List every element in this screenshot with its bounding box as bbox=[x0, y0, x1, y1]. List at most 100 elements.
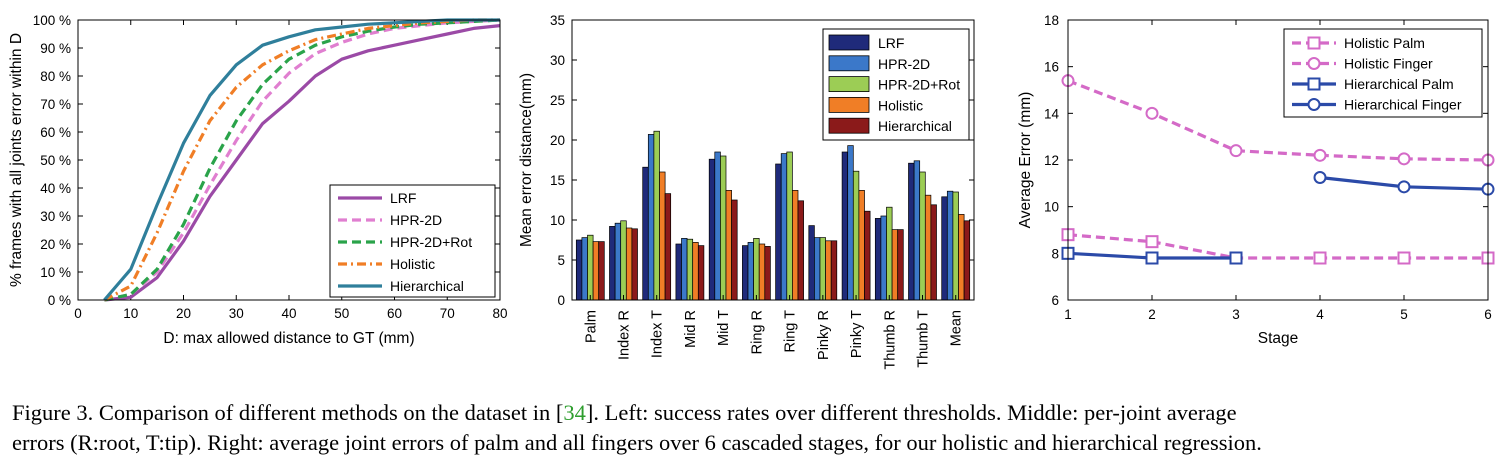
caption-reference-link[interactable]: 34 bbox=[563, 400, 586, 425]
bar-Hierarchical bbox=[897, 229, 904, 301]
y-tick-label: 70 % bbox=[40, 97, 71, 112]
marker-Hierarchical Finger bbox=[1397, 180, 1411, 194]
legend-label: Holistic bbox=[878, 97, 923, 113]
x-tick-label: Ring T bbox=[783, 310, 799, 353]
bar-HPR-2D bbox=[847, 145, 854, 301]
series-line-LRF bbox=[104, 24, 501, 302]
bar-LRF bbox=[742, 245, 749, 301]
y-tick-label: 10 bbox=[550, 213, 565, 228]
x-tick-label: 10 bbox=[123, 306, 138, 321]
bar-Hierarchical bbox=[797, 200, 804, 301]
legend-label: Hierarchical Finger bbox=[1344, 97, 1462, 113]
bar-HPR-2D+Rot bbox=[852, 170, 860, 301]
bar-HPR-2D+Rot bbox=[952, 191, 959, 301]
bar-HPR-2D+Rot bbox=[886, 206, 893, 301]
y-tick-label: 20 bbox=[550, 133, 565, 148]
x-tick-label: 30 bbox=[229, 306, 244, 321]
bar-HPR-2D+Rot bbox=[786, 151, 793, 301]
legend-label: HPR-2D bbox=[878, 56, 930, 72]
bar-LRF bbox=[642, 166, 649, 301]
marker-Holistic Palm bbox=[1145, 235, 1159, 249]
y-tick-label: 60 % bbox=[40, 125, 71, 140]
bar-HPR-2D bbox=[880, 215, 887, 301]
series-line-Holistic Finger bbox=[1067, 79, 1489, 162]
caption-text-2: ]. Left: success rates over different th… bbox=[585, 400, 1237, 425]
legend-marker-Holistic Palm bbox=[1307, 36, 1321, 50]
x-tick-label: Mid R bbox=[683, 310, 699, 348]
x-tick-label: 3 bbox=[1232, 307, 1240, 322]
bar-Hierarchical bbox=[664, 193, 672, 301]
bar-Holistic bbox=[758, 243, 766, 301]
x-tick-label: 2 bbox=[1148, 307, 1156, 322]
legend-label: HPR-2D+Rot bbox=[390, 234, 472, 250]
y-tick-label: 10 bbox=[1044, 200, 1059, 215]
legend-label: Hierarchical bbox=[878, 118, 952, 134]
x-tick-label: 70 bbox=[440, 306, 455, 321]
bar-HPR-2D bbox=[913, 160, 921, 301]
x-tick-label: Index R bbox=[616, 310, 632, 360]
bar-HPR-2D bbox=[780, 153, 788, 301]
bar-HPR-2D+Rot bbox=[653, 130, 660, 301]
y-tick-label: 35 bbox=[550, 13, 565, 28]
y-tick-label: 30 % bbox=[40, 209, 71, 224]
marker-Holistic Palm bbox=[1397, 251, 1411, 265]
legend-label: HPR-2D bbox=[390, 212, 442, 228]
y-tick-label: 100 % bbox=[33, 13, 71, 28]
bar-HPR-2D bbox=[681, 238, 688, 301]
y-tick-label: 15 bbox=[550, 173, 565, 188]
y-tick-label: 16 bbox=[1044, 60, 1059, 75]
y-tick-label: 8 bbox=[1051, 246, 1059, 261]
x-tick-label: Palm bbox=[583, 310, 599, 343]
legend-label: LRF bbox=[390, 190, 416, 206]
figure-caption: Figure 3. Comparison of different method… bbox=[12, 398, 1494, 458]
y-tick-label: 12 bbox=[1044, 153, 1059, 168]
y-tick-label: 18 bbox=[1044, 13, 1059, 28]
y-tick-label: 50 % bbox=[40, 153, 71, 168]
bar-LRF bbox=[941, 196, 948, 301]
legend-swatch-HPR-2D+Rot bbox=[828, 76, 870, 92]
bar-HPR-2D+Rot bbox=[686, 238, 694, 301]
x-tick-label: Mean bbox=[949, 310, 965, 346]
bar-HPR-2D+Rot bbox=[587, 234, 594, 301]
marker-Hierarchical Palm bbox=[1145, 251, 1159, 265]
marker-Hierarchical Palm bbox=[1229, 251, 1243, 265]
bar-LRF bbox=[874, 218, 882, 301]
caption-text-4: errors (R:root, T:tip). Right: average j… bbox=[12, 430, 1262, 455]
y-tick-label: 5 bbox=[557, 253, 565, 268]
x-axis-label: D: max allowed distance to GT (mm) bbox=[163, 330, 414, 347]
legend-marker-Holistic Finger bbox=[1307, 57, 1321, 70]
bar-Holistic bbox=[792, 190, 799, 301]
bar-HPR-2D bbox=[614, 222, 622, 301]
bar-Holistic bbox=[659, 171, 666, 301]
y-tick-label: 90 % bbox=[40, 41, 71, 56]
legend-label: Hierarchical bbox=[390, 278, 464, 294]
x-tick-label: 6 bbox=[1484, 307, 1492, 322]
legend-swatch-HPR-2D bbox=[828, 55, 870, 72]
legend-label: HPR-2D+Rot bbox=[878, 77, 960, 93]
y-axis-label: Mean error distance(mm) bbox=[518, 73, 535, 247]
bar-Holistic bbox=[958, 214, 965, 301]
bar-HPR-2D+Rot bbox=[720, 155, 727, 301]
figure-panels: 0 10 20 30 40 50 60 70 800 %10 %20 %30 %40 %50 %… bbox=[8, 13, 1495, 370]
y-tick-label: 6 bbox=[1051, 293, 1059, 308]
bar-HPR-2D+Rot bbox=[919, 171, 926, 301]
bar-HPR-2D bbox=[581, 237, 588, 301]
y-tick-label: 80 % bbox=[40, 69, 71, 84]
bar-HPR-2D+Rot bbox=[753, 238, 760, 301]
bar-Hierarchical bbox=[598, 241, 605, 301]
bar-HPR-2D bbox=[747, 242, 754, 301]
bar-HPR-2D+Rot bbox=[819, 237, 826, 301]
legend-swatch-LRF bbox=[828, 34, 870, 51]
x-tick-label: Mid T bbox=[716, 310, 732, 346]
x-tick-label: 20 bbox=[176, 306, 191, 321]
x-tick-label: 4 bbox=[1316, 307, 1324, 322]
bar-Holistic bbox=[625, 227, 633, 301]
bar-Hierarchical bbox=[697, 245, 705, 301]
series-line-Hierarchical bbox=[103, 18, 500, 302]
bar-HPR-2D bbox=[647, 134, 655, 301]
bar-Holistic bbox=[825, 240, 832, 301]
y-tick-label: 40 % bbox=[40, 181, 71, 196]
bar-LRF bbox=[675, 243, 682, 301]
y-tick-label: 25 bbox=[550, 93, 565, 108]
